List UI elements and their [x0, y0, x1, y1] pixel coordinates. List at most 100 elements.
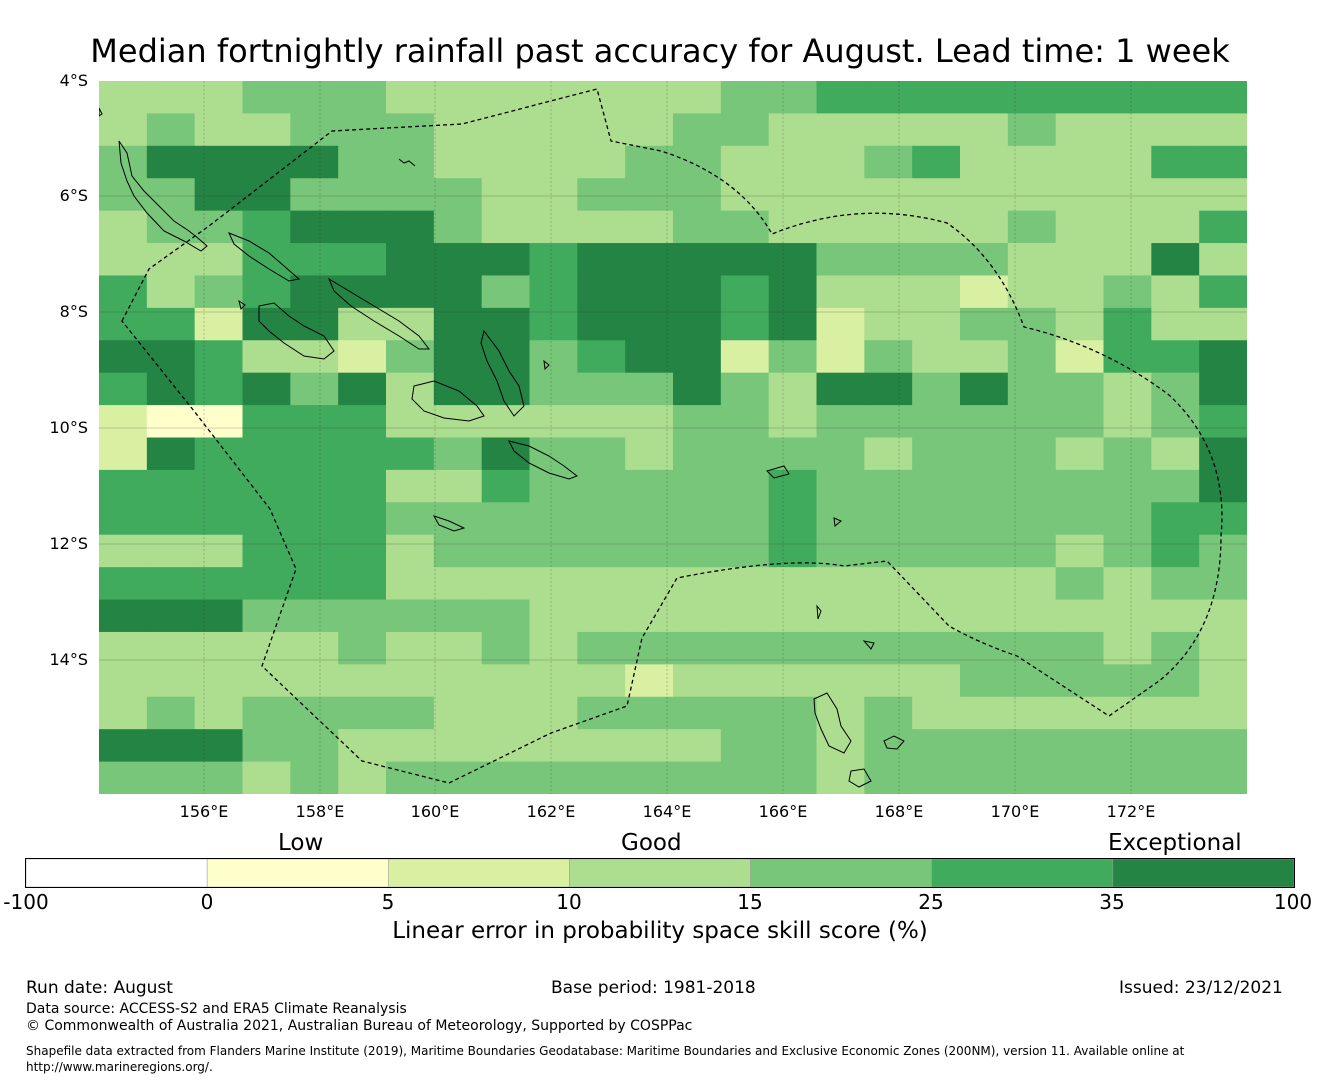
grid-cell [960, 502, 1009, 536]
grid-cell [1007, 210, 1057, 244]
grid-cell [194, 567, 244, 601]
grid-cell [433, 729, 483, 763]
grid-cell [529, 437, 578, 471]
grid-cell [768, 145, 818, 179]
grid-cell [481, 761, 531, 794]
grid-cell [577, 340, 626, 374]
grid-cell [481, 145, 531, 179]
grid-cell [290, 81, 339, 115]
grid-cell [1103, 502, 1152, 536]
grid-cell [1007, 729, 1057, 763]
grid-cell [1007, 81, 1057, 115]
grid-cell [386, 761, 435, 794]
skill-grid-cells [99, 81, 1247, 794]
grid-cell [960, 340, 1009, 374]
grid-cell [290, 729, 339, 763]
grid-cell [481, 307, 531, 341]
grid-cell [242, 761, 291, 794]
grid-cell [720, 340, 770, 374]
grid-cell [99, 178, 148, 212]
grid-cell [577, 372, 626, 406]
grid-cell [1103, 178, 1152, 212]
grid-cell [1151, 145, 1200, 179]
grid-cell [481, 729, 531, 763]
grid-cell [290, 307, 339, 341]
grid-cell [194, 664, 244, 698]
grid-cell [1055, 340, 1105, 374]
grid-cell [577, 437, 626, 471]
grid-cell [433, 631, 483, 665]
grid-cell [673, 729, 722, 763]
grid-cell [1007, 502, 1057, 536]
grid-cell [1151, 340, 1200, 374]
lon-label-172e: 172°E [1106, 802, 1156, 821]
grid-cell [1199, 405, 1247, 439]
grid-cell [960, 469, 1009, 503]
grid-cell [338, 145, 387, 179]
grid-cell [912, 178, 961, 212]
grid-cell [1007, 243, 1057, 277]
grid-cell [433, 210, 483, 244]
grid-cell [625, 340, 674, 374]
grid-cell [816, 81, 865, 115]
grid-cell [1151, 372, 1200, 406]
grid-cell [864, 469, 913, 503]
grid-cell [912, 340, 961, 374]
grid-cell [1103, 469, 1152, 503]
colorbar-tick: 5 [381, 890, 395, 914]
grid-cell [864, 210, 913, 244]
grid-cell [1199, 145, 1247, 179]
grid-cell [386, 405, 435, 439]
grid-cell [242, 567, 291, 601]
grid-cell [720, 145, 770, 179]
grid-cell [625, 761, 674, 794]
grid-cell [529, 502, 578, 536]
grid-cell [768, 469, 818, 503]
grid-cell [194, 372, 244, 406]
grid-cell [99, 761, 148, 794]
grid-cell [577, 275, 626, 309]
grid-cell [864, 178, 913, 212]
grid-cell [720, 437, 770, 471]
grid-cell [1055, 761, 1105, 794]
map-title: Median fortnightly rainfall past accurac… [90, 32, 1230, 70]
eez-boundary [121, 88, 1223, 784]
grid-cell [625, 696, 674, 730]
grid-cell [290, 696, 339, 730]
grid-cell [99, 534, 148, 568]
grid-cell [194, 243, 244, 277]
grid-cell [1103, 696, 1152, 730]
grid-cell [194, 534, 244, 568]
grid-cell [290, 178, 339, 212]
grid-cell [816, 178, 865, 212]
bougainville-island [118, 140, 208, 252]
grid-cell [338, 275, 387, 309]
grid-cell [1055, 664, 1105, 698]
grid-cell [1055, 81, 1105, 115]
grid-cell [960, 405, 1009, 439]
grid-cell [625, 469, 674, 503]
grid-cell [290, 664, 339, 698]
grid-cell [99, 145, 148, 179]
grid-cell [1151, 729, 1200, 763]
grid-cell [433, 81, 483, 115]
grid-cell [1055, 631, 1105, 665]
new-georgia-islands [258, 302, 335, 360]
grid-cell [1199, 307, 1247, 341]
grid-cell [720, 502, 770, 536]
grid-cell [481, 275, 531, 309]
ontong-java-atoll [398, 158, 416, 167]
grid-cell [864, 405, 913, 439]
grid-cell [1007, 372, 1057, 406]
grid-cell [816, 534, 865, 568]
grid-cell [1199, 502, 1247, 536]
colorbar-swatch [25, 858, 208, 888]
grid-cell [290, 372, 339, 406]
colorbar-tick: 0 [200, 890, 214, 914]
grid-cell [338, 534, 387, 568]
grid-cell [529, 405, 578, 439]
grid-cell [290, 405, 339, 439]
grid-cell [1199, 696, 1247, 730]
grid-cell [1007, 631, 1057, 665]
grid-cell [625, 437, 674, 471]
